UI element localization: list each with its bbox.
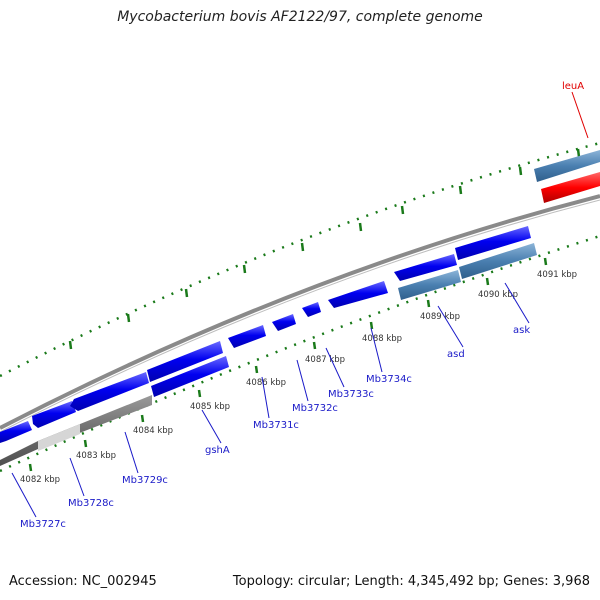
coverage-band-light [38, 424, 80, 451]
outer-tick [184, 288, 189, 298]
gene-connector [124, 431, 139, 474]
outer-tick [242, 264, 247, 274]
tick-mark [543, 257, 548, 266]
inner-dotted-ring [0, 234, 600, 473]
gene-label-mb3732c[interactable]: Mb3732c [292, 403, 338, 414]
outer-tick [458, 185, 463, 195]
topology-summary: Topology: circular; Length: 4,345,492 bp… [232, 574, 590, 589]
outer-tick [400, 205, 405, 215]
tick-label: 4090 kbp [478, 290, 518, 300]
tick-mark [312, 341, 317, 350]
leuA-gene[interactable] [541, 172, 600, 203]
gene-arrow[interactable] [0, 421, 32, 443]
outer-major-ticks [68, 148, 581, 350]
gene-connector [261, 376, 270, 419]
tick-label: 4088 kbp [362, 334, 402, 344]
tick-mark [140, 414, 145, 423]
gene-connector [370, 327, 383, 373]
genome-backbone-inner [0, 199, 600, 433]
tick-label: 4084 kbp [133, 426, 173, 436]
gene-arrow[interactable] [70, 372, 149, 411]
tick-mark [369, 321, 374, 330]
accession-text: Accession: NC_002945 [9, 574, 157, 589]
tick-label: 4083 kbp [76, 451, 116, 461]
operon-block[interactable] [398, 270, 461, 300]
gene-label-mb3733c[interactable]: Mb3733c [328, 389, 374, 400]
gene-arrow[interactable] [272, 314, 296, 331]
gene-label-mb3731c[interactable]: Mb3731c [253, 420, 299, 431]
labels-layer: 4082 kbp 4083 kbp 4084 kbp 4085 kbp 4086 kbp… [11, 81, 589, 530]
gene-connector [201, 409, 222, 444]
gene-arrow[interactable] [151, 356, 229, 397]
operon-block[interactable] [534, 150, 600, 182]
tick-label: 4085 kbp [190, 402, 230, 412]
gene-connector [11, 472, 37, 518]
gene-connector [504, 282, 530, 324]
tick-label: 4086 kbp [246, 378, 286, 388]
gene-arrows[interactable] [0, 226, 531, 443]
tick-label: 4082 kbp [20, 475, 60, 485]
gene-arrow[interactable] [328, 281, 388, 308]
tick-mark [83, 439, 88, 448]
gene-arrow[interactable] [32, 401, 76, 428]
tick-mark [28, 463, 33, 472]
map-title: Mycobacterium bovis AF2122/97, complete … [117, 9, 483, 25]
genome-backbone [0, 194, 600, 430]
gene-arrow[interactable] [228, 325, 266, 348]
gene-label-mb3729c[interactable]: Mb3729c [122, 475, 168, 486]
gene-label-gsha[interactable]: gshA [205, 445, 230, 456]
gene-connector [437, 305, 464, 348]
gene-label-ask[interactable]: ask [513, 325, 530, 336]
gene-label-mb3734c[interactable]: Mb3734c [366, 374, 412, 385]
gene-arrow[interactable] [147, 341, 223, 382]
outer-tick [576, 148, 581, 158]
tick-label: 4087 kbp [305, 355, 345, 365]
tick-mark [197, 389, 202, 398]
gene-arrow[interactable] [394, 254, 457, 281]
outer-tick [126, 313, 131, 323]
gene-label-asd[interactable]: asd [447, 349, 465, 360]
tick-mark [485, 277, 490, 286]
gene-label-mb3728c[interactable]: Mb3728c [68, 498, 114, 509]
tick-label: 4091 kbp [537, 270, 577, 280]
tick-mark [254, 365, 259, 374]
gene-arrow[interactable] [302, 302, 321, 317]
outer-tick [300, 242, 305, 252]
gene-label-mb3727c[interactable]: Mb3727c [20, 519, 66, 530]
gene-connector [296, 359, 309, 402]
outer-tick [518, 166, 523, 176]
tick-label: 4089 kbp [420, 312, 460, 322]
gene-label-leua[interactable]: leuA [562, 81, 584, 92]
outer-tick [68, 340, 73, 350]
outer-tick [358, 222, 363, 232]
leuA-connector [571, 91, 589, 139]
tick-mark [426, 299, 431, 308]
gene-connector [325, 347, 345, 388]
operon-block[interactable] [459, 243, 537, 279]
gene-connector [69, 457, 85, 497]
gene-arrow[interactable] [455, 226, 531, 260]
